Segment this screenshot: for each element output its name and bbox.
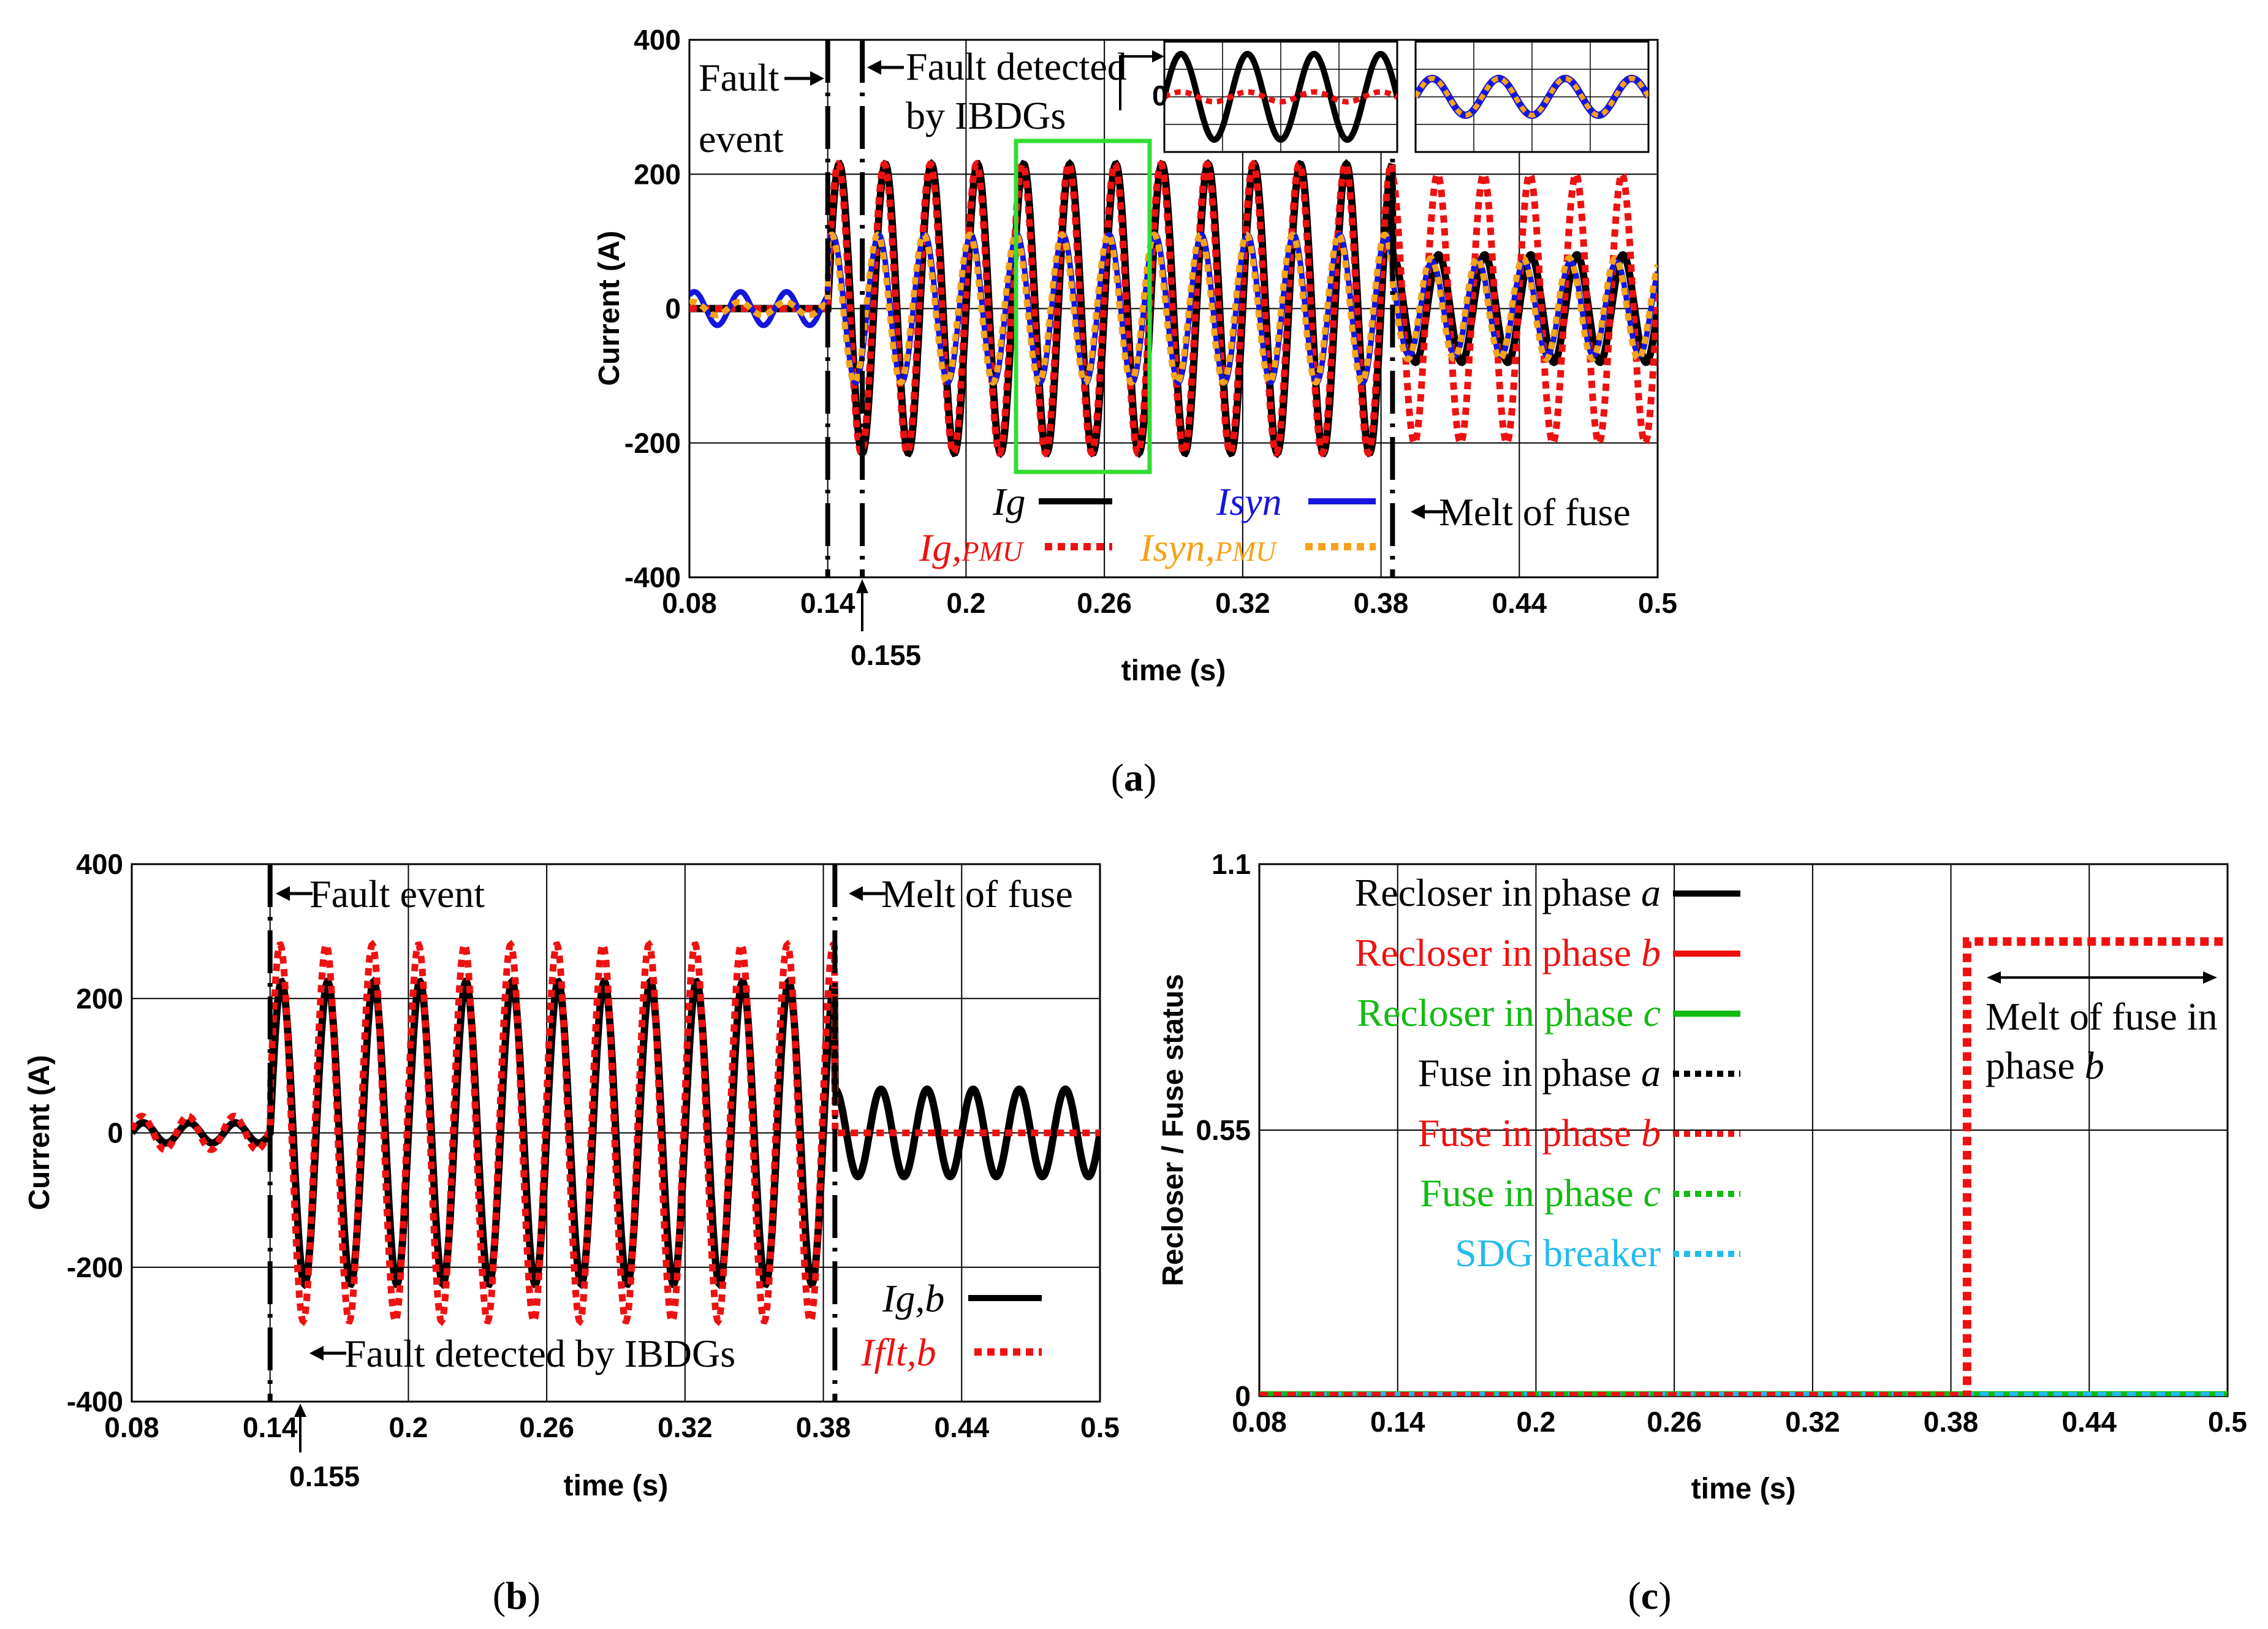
x-tick-label: 0.2 [389, 1411, 428, 1443]
panel-c-xlabel: time (s) [1691, 1473, 1796, 1505]
x-tick-label: 0.08 [1232, 1406, 1287, 1438]
legend-ig-pmu: Ig,PMU [919, 526, 1025, 569]
x-tick-label: 0.14 [243, 1411, 298, 1443]
legend-entry: Recloser in phase b [1355, 931, 1661, 974]
x-tick-label: 0.08 [104, 1411, 159, 1443]
panel-b-series [132, 940, 1100, 1326]
inset-series [1164, 89, 1397, 105]
y-tick-label: 400 [76, 848, 123, 880]
x-tick-label: 0.26 [1647, 1406, 1702, 1438]
legend-ig: Ig [992, 480, 1025, 523]
panel-b-event-lines [267, 864, 838, 1402]
panel-c-legend: Recloser in phase a Recloser in phase b Re… [1355, 871, 1740, 1275]
y-tick-label: 1.1 [1212, 848, 1251, 880]
panel-b-ylabel: Current (A) [23, 1055, 56, 1210]
x-tick-label: 0.2 [946, 587, 985, 619]
inset-1: 0 [1119, 40, 1398, 153]
series-iflt-b [132, 940, 1100, 1326]
y-tick-label: -400 [624, 561, 681, 593]
fault-event-label-2: event [699, 117, 784, 161]
fault-event-label: Fault [699, 56, 779, 99]
b-melt-label: Melt of fuse [881, 872, 1073, 916]
x-tick-label: 0.44 [935, 1411, 990, 1443]
x-tick-label: 0.32 [1215, 587, 1270, 619]
inset-pointer-arrow [1119, 55, 1152, 110]
y-tick-label: -400 [67, 1386, 123, 1418]
y-tick-label: -200 [624, 427, 681, 459]
inset-zero-label: 0 [1152, 80, 1168, 112]
legend-entry: SDG breaker [1455, 1231, 1661, 1275]
panel-b-ticks: 0.08 0.14 0.2 0.26 0.32 0.38 0.44 0.5 400 200 0 -20… [67, 848, 1120, 1443]
panel-a-chart: 0.08 0.14 0.2 0.26 0.32 0.38 0.44 0.5 400 200 0 -20… [593, 24, 1677, 799]
x-tick-label: 0.38 [796, 1411, 851, 1443]
melt-of-fuse-label: Melt of fuse [1439, 490, 1631, 534]
y-tick-label: 0 [1235, 1380, 1251, 1412]
legend-entry: Fuse in phase c [1420, 1171, 1661, 1215]
panel-a-ticks: 0.08 0.14 0.2 0.26 0.32 0.38 0.44 0.5 400 200 0 -20… [624, 24, 1677, 619]
x-tick-label: 0.44 [2062, 1406, 2117, 1438]
x-tick-label: 0.5 [1638, 587, 1677, 619]
detected-tick-label: 0.155 [851, 639, 921, 671]
panel-c-ticks: 0.08 0.14 0.2 0.26 0.32 0.38 0.44 0.5 1.1 0.55 0 [1196, 848, 2247, 1438]
x-tick-label: 0.32 [1785, 1406, 1840, 1438]
legend-entry: Recloser in phase a [1355, 871, 1661, 914]
b-detected-tick-label: 0.155 [289, 1460, 360, 1492]
panel-a-ylabel: Current (A) [593, 230, 626, 385]
y-tick-label: 0.55 [1196, 1114, 1251, 1146]
x-tick-label: 0.14 [800, 587, 855, 619]
y-tick-label: 200 [76, 982, 123, 1014]
panel-a-legend: Ig Isyn Ig,PMU Isyn,PMU [919, 480, 1376, 569]
x-tick-label: 0.32 [658, 1411, 713, 1443]
panel-b-xlabel: time (s) [564, 1470, 669, 1502]
legend-ig-b: Ig,b [882, 1277, 944, 1320]
panel-c-caption: (c) [1628, 1574, 1671, 1617]
c-melt-label: Melt of fuse in [1985, 995, 2218, 1038]
legend-isyn: Isyn [1216, 480, 1282, 523]
b-fault-detected-label: Fault detected by IBDGs [344, 1332, 735, 1375]
x-tick-label: 0.44 [1492, 587, 1547, 619]
legend-entry: Fuse in phase a [1418, 1051, 1661, 1095]
panel-c-ylabel: Recloser / Fuse status [1157, 974, 1189, 1286]
legend-entry: Fuse in phase b [1418, 1111, 1661, 1155]
panel-a-series [689, 159, 1658, 458]
series-ig-pmu [689, 159, 1658, 458]
panel-b-legend: Ig,b Iflt,b [860, 1277, 1042, 1374]
series-fuse-b [1259, 937, 2228, 1396]
x-tick-label: 0.5 [1080, 1411, 1120, 1443]
legend-entry: Recloser in phase c [1357, 991, 1661, 1035]
c-melt-label-2: phase b [1985, 1044, 2104, 1087]
panel-c-series [1259, 937, 2228, 1396]
x-tick-label: 0.26 [519, 1411, 574, 1443]
fault-detected-label: Fault detected [906, 45, 1127, 88]
y-tick-label: 200 [634, 158, 681, 190]
inset-2 [1414, 40, 1650, 153]
x-tick-label: 0.08 [662, 587, 717, 619]
panel-a-xlabel: time (s) [1121, 655, 1226, 687]
x-tick-label: 0.38 [1924, 1406, 1979, 1438]
fault-detected-label-2: by IBDGs [906, 94, 1066, 137]
y-tick-label: 0 [107, 1117, 123, 1149]
x-tick-label: 0.5 [2208, 1406, 2247, 1438]
x-tick-label: 0.14 [1370, 1406, 1425, 1438]
inset-series [1164, 50, 1397, 143]
series-isyn-pmu [689, 231, 1658, 386]
x-tick-label: 0.26 [1077, 587, 1132, 619]
inset-series [1416, 75, 1648, 118]
y-tick-label: -200 [67, 1251, 123, 1283]
panel-c-chart: 0.08 0.14 0.2 0.26 0.32 0.38 0.44 0.5 1.1 0.55 0 R… [1157, 848, 2247, 1617]
panel-b-caption: (b) [493, 1574, 540, 1617]
x-tick-label: 0.38 [1354, 587, 1409, 619]
zoom-box [1014, 139, 1152, 474]
y-tick-label: 0 [665, 293, 681, 325]
panel-a-caption: (a) [1111, 756, 1157, 799]
x-tick-label: 0.2 [1516, 1406, 1555, 1438]
legend-iflt-b: Iflt,b [860, 1331, 936, 1374]
b-fault-event-label: Fault event [309, 872, 485, 916]
y-tick-label: 400 [634, 24, 681, 56]
legend-isyn-pmu: Isyn,PMU [1139, 526, 1278, 569]
panel-b-chart: 0.08 0.14 0.2 0.26 0.32 0.38 0.44 0.5 400 200 0 -20… [23, 848, 1120, 1617]
panel-c-grid [1259, 864, 2228, 1397]
